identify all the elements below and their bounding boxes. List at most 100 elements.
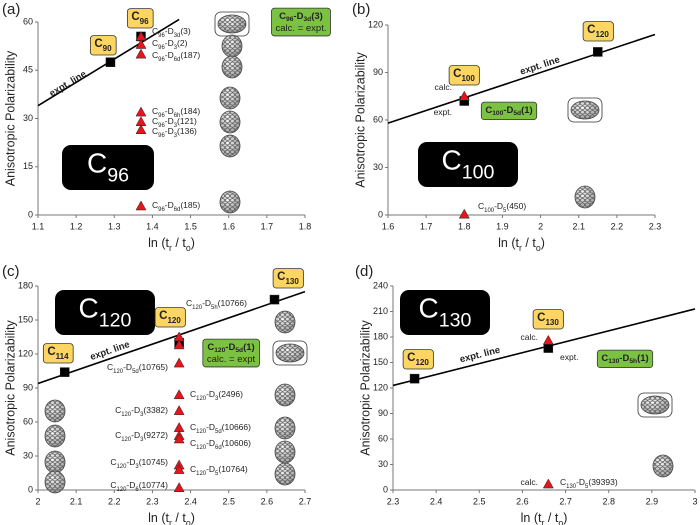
text-part: -D <box>123 362 132 372</box>
text-part: (9272) <box>143 430 168 440</box>
isomer-callout: calc. = expt. <box>276 23 327 34</box>
y-tick-label: 0 <box>383 484 388 494</box>
text-part: r <box>169 243 172 253</box>
structure-label: C120 <box>407 352 429 367</box>
panel-letter: (b) <box>352 1 370 18</box>
x-tick-label: 1.1 <box>32 221 45 231</box>
text-part: ) <box>191 511 195 525</box>
text-part: C <box>601 353 608 364</box>
note: expt. <box>560 352 578 362</box>
fullerene-cage <box>220 135 240 157</box>
x-tick-label: 2.3 <box>146 496 159 506</box>
text-part: (10606) <box>222 438 251 448</box>
isomer-label: C96-D3(136) <box>152 126 197 138</box>
text-part: ln (t <box>521 511 542 525</box>
fullerene-cage <box>45 400 65 422</box>
x-tick-label: 2 <box>35 496 40 506</box>
y-tick-label: 90 <box>378 408 388 418</box>
structure-label: C96 <box>131 11 149 26</box>
label-box <box>154 307 186 328</box>
text-part: C <box>152 200 158 210</box>
text-part: 5h <box>629 358 637 365</box>
x-tick-label: 2.9 <box>646 496 659 506</box>
text-part: 6h <box>174 113 181 119</box>
expt-point <box>593 47 603 57</box>
text-part: 3 <box>135 464 139 470</box>
text-part: C <box>407 352 415 364</box>
text-part: 3d <box>303 16 311 23</box>
text-part: 96 <box>286 16 294 23</box>
text-part: 100 <box>461 74 475 83</box>
isomer-label: C120-D5h(10766) <box>186 298 247 310</box>
text-part: 120 <box>116 464 127 470</box>
structure-label: C114 <box>47 346 69 361</box>
x-tick-label: 2.6 <box>261 496 274 506</box>
y-axis-title: Anisotropic Polarizability <box>353 52 367 188</box>
text-part: C <box>152 116 158 126</box>
text-part: C <box>190 422 196 432</box>
text-part: C <box>190 438 196 448</box>
isomer-label: C120-D6d(10606) <box>190 438 251 450</box>
calc-point <box>173 464 185 474</box>
text-part: ) <box>541 236 545 250</box>
text-part: -D <box>293 11 303 22</box>
text-part: C <box>110 480 116 490</box>
calc-point <box>542 334 554 345</box>
label-box <box>202 338 260 368</box>
text-part: C <box>107 362 113 372</box>
fullerene-cage <box>45 425 65 447</box>
text-part: (10766) <box>218 298 247 308</box>
y-tick-label: 150 <box>18 314 33 324</box>
x-axis-title: ln (tr / to) <box>148 236 195 253</box>
big-label: C100 <box>442 145 495 184</box>
label-box <box>582 21 614 42</box>
y-tick-label: 60 <box>378 433 388 443</box>
x-tick-label: 1.4 <box>146 221 159 231</box>
isomer-label: C120-D3(10745) <box>110 457 168 469</box>
structure-label: C120 <box>587 24 609 39</box>
text-part: -D <box>503 105 513 116</box>
text-part: 130 <box>439 310 472 332</box>
text-part: -D <box>126 480 135 490</box>
calc-point <box>135 39 147 49</box>
isomer-label: calc. <box>435 82 452 92</box>
structure-label: C130 <box>537 312 559 327</box>
text-part: C <box>453 68 461 80</box>
y-tick-label: 60 <box>373 114 383 124</box>
calc-point <box>173 405 185 415</box>
y-tick-label: 180 <box>373 331 388 341</box>
x-tick-label: 2.4 <box>430 496 443 506</box>
text-part: (10774) <box>139 480 168 490</box>
text-part: -D <box>165 50 174 60</box>
text-part: 5d <box>235 347 243 354</box>
calc-point <box>173 357 185 368</box>
structure-label: C130 <box>277 271 299 286</box>
text-part: 100 <box>484 208 495 214</box>
y-tick-label: 45 <box>23 65 33 75</box>
text-part: C <box>587 24 595 36</box>
fullerene-cage <box>218 15 246 33</box>
text-part: 120 <box>167 316 181 325</box>
text-part: C <box>115 405 121 415</box>
text-part: 3 <box>140 437 144 443</box>
x-axis-title: ln (tr / to) <box>521 511 568 525</box>
x-tick-label: 2.7 <box>559 496 572 506</box>
text-part: o <box>186 518 191 525</box>
label-box <box>402 349 434 370</box>
big-label: C96 <box>87 148 129 187</box>
fullerene-cage <box>641 396 669 414</box>
fullerene-cage <box>275 384 295 406</box>
fit-line <box>387 33 656 124</box>
calc-point <box>135 48 147 59</box>
isomer-label: C120-D3(3382) <box>115 405 168 417</box>
text-part: -D <box>494 201 503 211</box>
text-part: r <box>541 518 544 525</box>
text-part: 120 <box>196 396 207 402</box>
text-part: / t <box>522 236 536 250</box>
text-part: 5d <box>215 429 222 435</box>
isomer-callout: C130-D5h(1) <box>601 353 648 366</box>
fit-line-label: expt. line <box>459 345 502 366</box>
text-part: 120 <box>116 487 127 493</box>
x-tick-label: 2 <box>538 221 543 231</box>
y-tick-label: 150 <box>373 357 388 367</box>
